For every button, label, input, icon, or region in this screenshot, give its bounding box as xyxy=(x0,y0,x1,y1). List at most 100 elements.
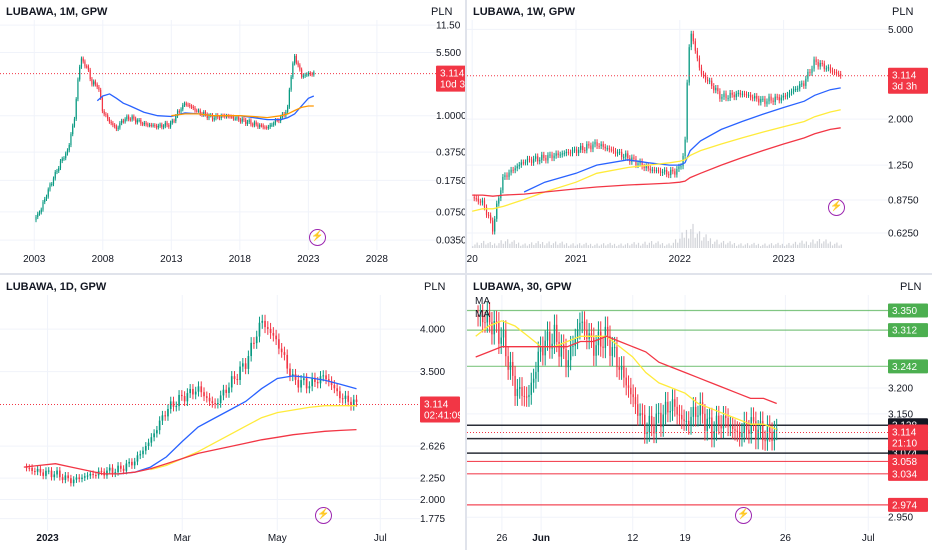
candle-body xyxy=(720,424,722,429)
candle-body xyxy=(738,432,741,437)
volume-bar xyxy=(600,244,603,248)
candle-body xyxy=(682,156,684,167)
candle-body xyxy=(117,465,119,473)
chart-pane-30min[interactable]: 3.200 3.150 2.950 26 Jun 12 19 26 Jul 3.350 3.312 3… xyxy=(467,275,932,550)
candle-body xyxy=(648,415,651,433)
candle-body xyxy=(704,413,706,431)
chart-pane-monthly[interactable]: 11.50 5.500 1.0000 0.3750 0.1750 0.0750 0.0350… xyxy=(0,0,465,273)
price-level-label: 3.034 xyxy=(892,469,917,480)
candle-body xyxy=(688,47,690,83)
candle-body xyxy=(686,82,688,140)
candle-body xyxy=(637,163,639,166)
volume-bar xyxy=(757,243,760,248)
candle-body xyxy=(278,339,280,349)
symbol-title[interactable]: LUBAWA, 1M, GPW xyxy=(6,6,108,18)
y-tick-label: 3.500 xyxy=(420,367,445,378)
candle-body xyxy=(183,396,186,402)
volume-bar xyxy=(759,246,762,248)
candle-body xyxy=(239,366,241,380)
chart-pane-weekly[interactable]: 5.000 2.000 1.250 0.8750 0.6250 20 2021 2022 202… xyxy=(467,0,932,273)
volume-bar xyxy=(616,246,618,248)
candle-body xyxy=(288,89,290,107)
candle-body xyxy=(112,123,114,126)
candle-body xyxy=(45,470,47,476)
candle-body xyxy=(213,118,215,120)
candle-body xyxy=(252,124,254,126)
candle-body xyxy=(355,399,358,403)
candle-body xyxy=(711,80,713,86)
symbol-title[interactable]: LUBAWA, 1D, GPW xyxy=(6,281,107,293)
volume-bar xyxy=(559,243,561,248)
lightning-icon[interactable]: ⚡ xyxy=(315,507,332,524)
pane-divider-horizontal[interactable] xyxy=(0,273,932,275)
candle-body xyxy=(526,158,529,163)
volume-bar xyxy=(818,238,821,248)
candle-body xyxy=(620,366,623,370)
candle-body xyxy=(670,169,672,176)
candle-body xyxy=(732,426,734,430)
candle-body xyxy=(172,401,175,407)
candle-body xyxy=(283,352,286,355)
lightning-icon[interactable]: ⚡ xyxy=(828,199,845,216)
volume-bar xyxy=(524,243,526,248)
candle-body xyxy=(248,120,250,122)
candle-body xyxy=(294,56,296,64)
volume-bar xyxy=(777,242,779,248)
candle-body xyxy=(545,157,547,161)
candle-body xyxy=(70,134,72,146)
volume-bar xyxy=(781,243,784,248)
currency-label: PLN xyxy=(431,6,453,18)
chart-canvas-monthly[interactable]: 11.50 5.500 1.0000 0.3750 0.1750 0.0750 0.0350… xyxy=(0,0,465,273)
candle-body xyxy=(557,153,559,155)
candle-body xyxy=(505,330,507,357)
x-tick-label: 2022 xyxy=(669,254,692,265)
y-tick-label: 2.250 xyxy=(420,474,445,485)
lightning-icon[interactable]: ⚡ xyxy=(735,507,752,524)
candle-body xyxy=(479,314,482,317)
pane-divider-vertical[interactable] xyxy=(465,0,467,550)
candle-body xyxy=(204,112,207,115)
moving-average-line xyxy=(475,320,777,431)
candle-body xyxy=(694,406,697,417)
candle-body xyxy=(773,430,776,441)
chart-canvas-daily[interactable]: 4.000 3.500 2.626 2.250 2.000 1.775 2023 Mar May… xyxy=(0,275,465,550)
volume-bar xyxy=(779,245,781,248)
volume-bar xyxy=(694,237,696,248)
volume-bar xyxy=(814,243,816,248)
moving-average-line xyxy=(150,405,357,471)
candle-body xyxy=(54,171,56,179)
candle-body xyxy=(660,412,662,428)
candle-body xyxy=(588,144,590,146)
candle-body xyxy=(84,61,86,67)
volume-bar xyxy=(764,243,766,248)
candle-body xyxy=(117,127,119,129)
candle-body xyxy=(259,125,261,127)
symbol-title[interactable]: LUBAWA, 1W, GPW xyxy=(473,6,576,18)
candle-body xyxy=(664,170,666,172)
ma-legend-2[interactable]: MA xyxy=(475,309,490,320)
currency-label: PLN xyxy=(892,6,914,18)
chart-canvas-30min[interactable]: 3.200 3.150 2.950 26 Jun 12 19 26 Jul 3.350 3.312 3… xyxy=(467,275,932,550)
candle-body xyxy=(211,115,214,120)
candle-body xyxy=(614,150,617,154)
chart-pane-daily[interactable]: 4.000 3.500 2.626 2.250 2.000 1.775 2023 Mar May… xyxy=(0,275,465,550)
lightning-icon[interactable]: ⚡ xyxy=(309,229,326,246)
candle-body xyxy=(39,468,42,473)
candle-body xyxy=(56,170,58,172)
volume-bar xyxy=(670,245,672,248)
candle-body xyxy=(271,124,273,126)
candle-body xyxy=(51,184,53,186)
chart-canvas-weekly[interactable]: 5.000 2.000 1.250 0.8750 0.6250 20 2021 2022 202… xyxy=(467,0,932,273)
candle-body xyxy=(239,119,242,122)
candle-body xyxy=(528,394,530,397)
candle-body xyxy=(530,382,532,395)
candle-body xyxy=(31,467,33,472)
candle-body xyxy=(215,115,217,119)
last-price-value: 3.114 xyxy=(892,427,917,438)
symbol-title[interactable]: LUBAWA, 30, GPW xyxy=(473,281,572,293)
ma-legend-1[interactable]: MA xyxy=(475,296,490,307)
candle-body xyxy=(641,413,644,415)
candle-body xyxy=(757,429,759,440)
candle-body xyxy=(630,387,632,395)
volume-bar xyxy=(646,244,648,248)
